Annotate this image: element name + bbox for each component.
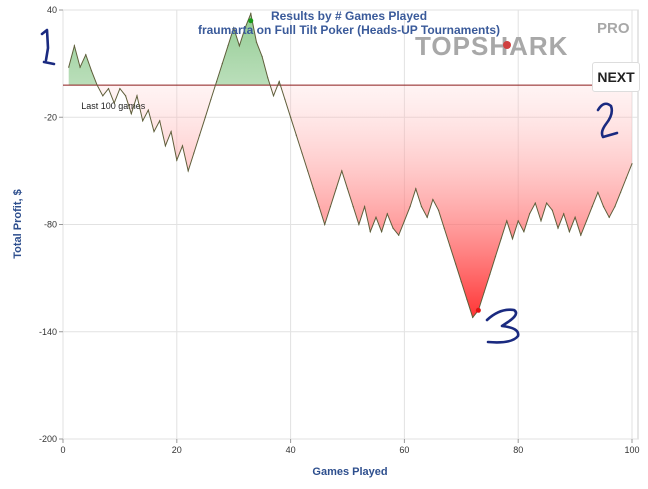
handwritten-annotation-3 xyxy=(485,308,520,344)
x-tick-label: 80 xyxy=(513,445,523,455)
handwritten-annotation-1 xyxy=(40,28,56,66)
x-axis-label: Games Played xyxy=(312,466,387,478)
grid xyxy=(62,9,638,440)
min-point-marker xyxy=(475,307,481,313)
max-point-marker xyxy=(248,18,254,24)
logo-main-text: TOPSHARK xyxy=(415,31,568,61)
negative-area xyxy=(68,85,632,318)
logo-pro-text: PRO xyxy=(597,20,630,37)
chart-subtitle: fraumarta on Full Tilt Poker (Heads-UP T… xyxy=(198,23,500,37)
x-tick-label: 60 xyxy=(399,445,409,455)
chart-title: Results by # Games Played xyxy=(271,9,427,23)
y-tick-label: -200 xyxy=(39,434,57,444)
y-axis-ticks: 40 -20 -80 -140 -200 xyxy=(39,5,63,444)
next-button[interactable]: NEXT xyxy=(592,62,640,92)
y-tick-label: 40 xyxy=(47,5,57,15)
y-tick-label: -140 xyxy=(39,327,57,337)
x-axis-ticks: 0 20 40 60 80 100 xyxy=(60,439,640,455)
last-100-games-label: Last 100 games xyxy=(81,101,146,111)
x-tick-label: 20 xyxy=(172,445,182,455)
y-tick-label: -20 xyxy=(44,112,57,122)
x-tick-label: 100 xyxy=(624,445,639,455)
topshark-logo: PRO TOPSHARK xyxy=(415,20,630,61)
y-axis-label: Total Profit, $ xyxy=(12,189,24,258)
handwritten-annotation-2 xyxy=(596,102,619,139)
profit-area xyxy=(68,13,632,318)
y-tick-label: -80 xyxy=(44,220,57,230)
x-tick-label: 40 xyxy=(286,445,296,455)
logo-dot-icon xyxy=(503,41,511,49)
profit-line xyxy=(68,11,633,319)
x-tick-label: 0 xyxy=(60,445,65,455)
